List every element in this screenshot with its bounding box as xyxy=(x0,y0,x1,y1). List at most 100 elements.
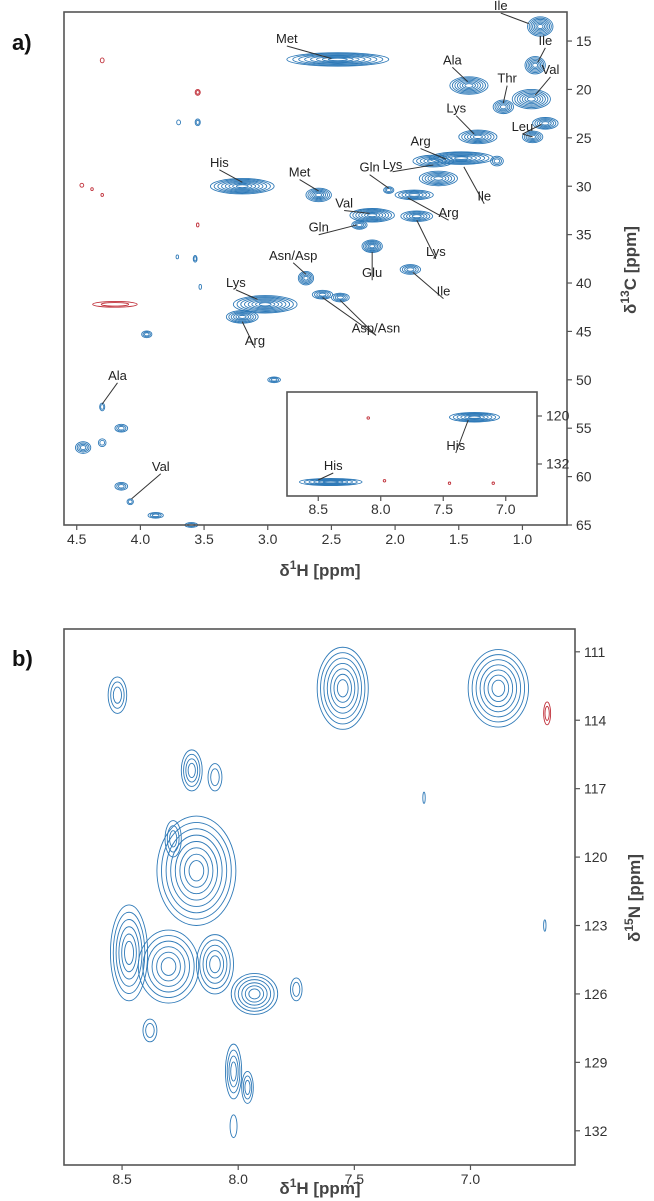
positive-contour-level xyxy=(326,663,359,714)
positive-peak-6 xyxy=(532,117,559,130)
positive-peak-13 xyxy=(209,178,275,195)
positive-contour-level xyxy=(316,646,369,730)
peak-annotation: Arg xyxy=(410,134,447,160)
positive-peak-6 xyxy=(164,820,182,858)
annotation-label: Gln xyxy=(309,220,329,235)
annotation-label: Lys xyxy=(426,244,446,259)
inset-negative-peak-2 xyxy=(447,481,452,485)
peak-annotation: Asn/Asp xyxy=(269,248,317,275)
positive-contour-level xyxy=(533,21,547,32)
inset-contours xyxy=(299,411,500,487)
annotation-label: Ile xyxy=(538,33,552,48)
positive-contour-level xyxy=(320,652,366,725)
positive-contour-level xyxy=(498,103,509,111)
positive-peak-16 xyxy=(422,791,426,804)
positive-peak-14 xyxy=(241,1071,254,1104)
positive-peak-8 xyxy=(137,929,200,1004)
positive-contour-level xyxy=(521,130,544,144)
positive-contour-level xyxy=(334,294,346,301)
positive-peak-26 xyxy=(330,292,350,303)
annotation-label: Ala xyxy=(108,368,128,383)
positive-contour-level xyxy=(114,481,129,491)
positive-contour-level xyxy=(423,157,444,165)
annotation-label: Ile xyxy=(494,0,508,13)
positive-contour-level xyxy=(174,841,218,901)
panel-a-y-tick-label: 15 xyxy=(576,33,592,49)
positive-contour-level xyxy=(430,175,447,182)
negative-peak-2 xyxy=(79,182,85,188)
peak-annotation: Asp/Asn xyxy=(322,297,400,336)
positive-peak-32 xyxy=(97,438,107,448)
inset-positive-contour-level xyxy=(322,480,339,484)
positive-contour-level xyxy=(416,155,451,167)
peak-annotation: Ile xyxy=(494,0,529,25)
positive-contour-level xyxy=(399,264,422,275)
inset-y-tick-label: 120 xyxy=(546,408,570,424)
positive-contour-level xyxy=(270,378,278,382)
positive-contour-level xyxy=(213,178,271,194)
positive-contour-level xyxy=(164,820,182,858)
positive-contour-level xyxy=(454,156,469,160)
positive-contour-level xyxy=(527,133,538,141)
positive-peak-1 xyxy=(524,56,546,75)
inset-positive-contour-level xyxy=(313,479,349,485)
annotation-label: Thr xyxy=(497,71,517,86)
inset-positive-contour-level xyxy=(303,478,358,486)
negative-contour-level xyxy=(79,182,85,188)
positive-contour-level xyxy=(487,674,510,703)
peak-annotation: Lys xyxy=(226,275,258,300)
positive-peak-3 xyxy=(449,76,489,95)
positive-contour-level xyxy=(195,119,200,125)
peak-annotation: Ala xyxy=(101,368,128,405)
negative-contour-level xyxy=(195,90,200,95)
positive-contour-level xyxy=(313,191,325,199)
positive-contour-level xyxy=(226,1049,241,1094)
annotation-label: Lys xyxy=(383,157,403,172)
panel-a-letter: a) xyxy=(12,30,32,55)
annotation-label: Glu xyxy=(362,265,382,280)
negative-peak-5 xyxy=(195,222,200,228)
panel-a-contours xyxy=(75,16,559,528)
positive-contour-level xyxy=(424,172,453,184)
panel-b-y-tick-label: 129 xyxy=(584,1054,608,1070)
positive-contour-level xyxy=(479,664,518,713)
positive-contour-level xyxy=(316,291,329,298)
positive-contour-level xyxy=(180,749,203,792)
positive-contour-level xyxy=(236,296,294,313)
positive-contour-level xyxy=(475,659,522,718)
annotation-label: Ile xyxy=(477,189,491,204)
positive-contour-level xyxy=(121,933,137,973)
panel-a-x-tick-label: 3.5 xyxy=(194,531,214,547)
inset-y-ticks: 120 132 xyxy=(537,408,570,472)
peak-annotation: Gln xyxy=(309,220,358,236)
panel-a-x-tick-label: 4.0 xyxy=(131,531,151,547)
positive-contour-level xyxy=(406,212,428,221)
positive-contour-level xyxy=(110,904,149,1002)
annotation-label: Arg xyxy=(438,205,458,220)
peak-annotation: Met xyxy=(289,165,319,192)
inset-negative-contour-level xyxy=(447,481,452,485)
positive-contour-level xyxy=(464,83,474,88)
positive-contour-level xyxy=(114,423,129,433)
annotation-leader-line xyxy=(455,115,475,135)
positive-contour-level xyxy=(149,512,162,518)
positive-contour-level xyxy=(352,208,392,222)
positive-contour-level xyxy=(188,860,205,882)
annotation-leader-line xyxy=(241,321,256,349)
positive-contour-level xyxy=(194,118,201,127)
annotation-leader-line xyxy=(412,271,444,299)
positive-contour-level xyxy=(303,275,309,281)
positive-contour-level xyxy=(419,156,447,166)
positive-contour-level xyxy=(229,1114,238,1139)
positive-contour-level xyxy=(472,134,483,139)
negative-contour-level xyxy=(100,193,104,197)
positive-contour-level xyxy=(230,1061,237,1082)
panel-a-x-tick-label: 1.0 xyxy=(513,531,533,547)
positive-contour-level xyxy=(525,132,540,142)
positive-contour-level xyxy=(292,52,384,66)
positive-contour-level xyxy=(469,133,486,140)
panel-b-letter: b) xyxy=(12,646,33,671)
positive-contour-level xyxy=(124,940,134,965)
negative-peak-4 xyxy=(100,193,104,197)
positive-contour-level xyxy=(411,214,422,219)
